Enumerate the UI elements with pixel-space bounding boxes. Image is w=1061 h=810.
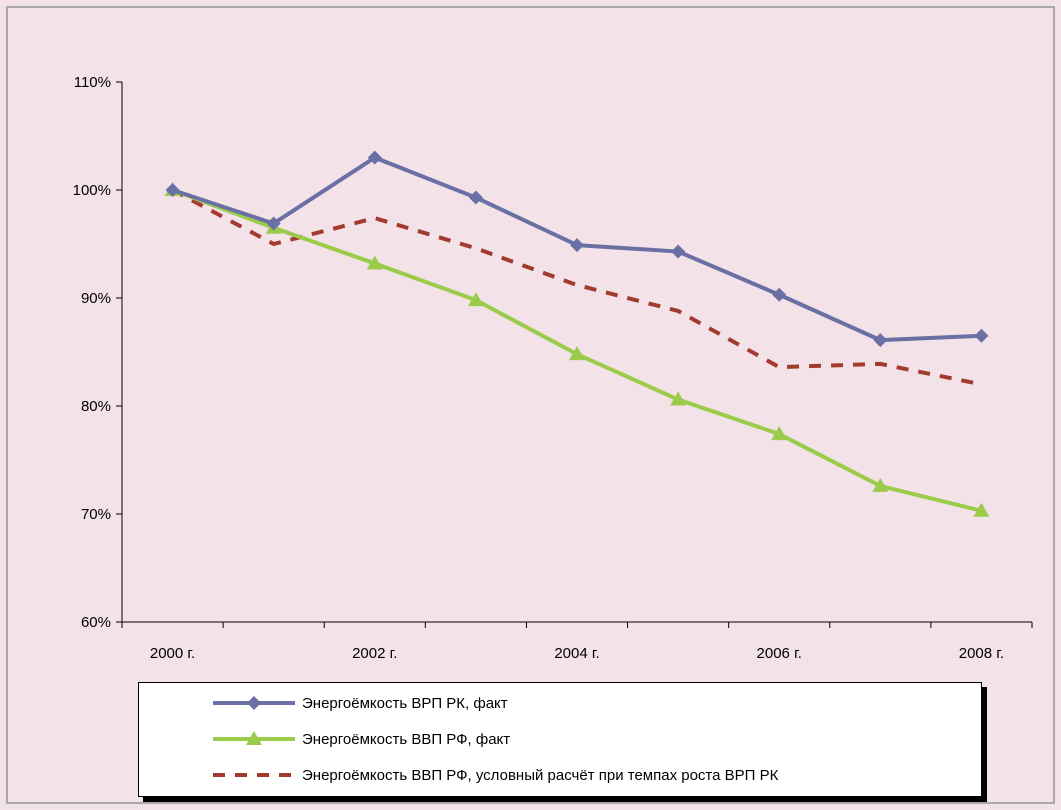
chart-frame xyxy=(6,6,1055,804)
y-tick-label: 60% xyxy=(81,614,111,631)
data-point-diamond xyxy=(671,244,686,259)
y-tick-label: 110% xyxy=(74,74,111,91)
chart-axes xyxy=(121,82,1032,623)
data-point-diamond xyxy=(367,150,382,165)
legend-marker-triangle xyxy=(246,731,262,745)
data-point-triangle xyxy=(569,346,585,361)
legend-label-rk-fact: Энергоёмкость ВРП РК, факт xyxy=(302,694,508,712)
legend-swatch-dashed-line xyxy=(213,773,295,777)
y-tick-label: 100% xyxy=(73,182,111,199)
series-1 xyxy=(164,182,990,517)
legend-label-rf-fact: Энергоёмкость ВВП РФ, факт xyxy=(302,730,511,748)
data-point-triangle xyxy=(670,391,687,406)
data-point-triangle xyxy=(872,477,889,492)
series-layer xyxy=(164,150,990,517)
data-point-diamond xyxy=(974,328,989,343)
y-tick-label: 90% xyxy=(81,290,111,307)
data-point-triangle xyxy=(366,255,383,270)
x-tick-label: 2000 г. xyxy=(150,645,195,662)
legend-entry-rf-conditional: Энергоёмкость ВВП РФ, условный расчёт пр… xyxy=(139,760,979,790)
data-point-diamond xyxy=(165,183,180,197)
data-point-triangle xyxy=(771,426,788,441)
legend-swatch-diamond-line xyxy=(213,696,295,710)
x-tick-label: 2006 г. xyxy=(757,645,802,662)
x-axis-ticks: 2000 г. 2002 г. 2004 г. 2006 г. 2008 г. xyxy=(121,622,1033,662)
data-point-diamond xyxy=(468,190,483,205)
data-point-triangle xyxy=(467,292,484,307)
data-point-diamond xyxy=(772,287,787,302)
x-tick-label: 2002 г. xyxy=(352,645,397,662)
legend-entry-rk-fact: Энергоёмкость ВРП РК, факт xyxy=(139,688,979,718)
chart-legend: Энергоёмкость ВРП РК, факт Энергоёмкость… xyxy=(138,682,982,797)
y-tick-label: 70% xyxy=(81,506,111,523)
data-point-diamond xyxy=(873,333,888,348)
y-tick-label: 80% xyxy=(81,398,111,415)
legend-entry-rf-fact: Энергоёмкость ВВП РФ, факт xyxy=(139,724,979,754)
y-axis-ticks: 60% 70% 80% 90% 100% 110% xyxy=(73,74,122,631)
series-0 xyxy=(165,150,989,348)
x-tick-label: 2004 г. xyxy=(554,645,599,662)
data-point-diamond xyxy=(266,216,281,231)
legend-marker-diamond xyxy=(247,696,261,710)
legend-label-rf-conditional: Энергоёмкость ВВП РФ, условный расчёт пр… xyxy=(302,766,779,784)
legend-swatch-triangle-line xyxy=(213,731,295,745)
x-tick-label: 2008 г. xyxy=(959,645,1004,662)
data-point-diamond xyxy=(570,238,584,253)
data-point-triangle xyxy=(973,502,990,517)
